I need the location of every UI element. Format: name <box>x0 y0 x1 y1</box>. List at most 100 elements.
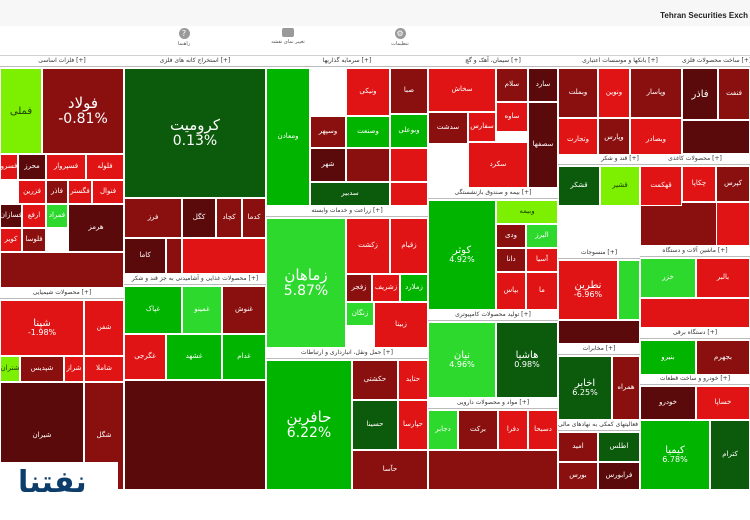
stock-tile[interactable]: دانا <box>496 248 526 272</box>
stock-tile[interactable]: سلام <box>496 68 528 102</box>
stock-tile[interactable]: حکشتی <box>352 360 398 400</box>
stock-tile[interactable]: چکاپا <box>682 166 716 202</box>
stock-tile[interactable]: فرابورس <box>598 462 640 490</box>
stock-tile[interactable]: فرز <box>124 198 182 238</box>
stock-tile[interactable]: وبوعلی <box>390 114 428 148</box>
stock-tile[interactable]: بورس <box>558 462 598 490</box>
stock-tile[interactable]: امید <box>558 432 598 462</box>
stock-tile[interactable]: شاملا <box>84 356 124 382</box>
settings-button[interactable]: ⚙ تنظیمات <box>370 28 430 47</box>
stock-tile[interactable]: سدبیر <box>310 182 390 206</box>
stock-tile[interactable]: ودی <box>496 224 526 248</box>
stock-tile[interactable]: قهکمت <box>640 166 682 206</box>
stock-tile[interactable]: کترام <box>710 420 750 490</box>
stock-tile[interactable]: حپارسا <box>398 400 428 450</box>
stock-tile[interactable]: نیان 4.96% <box>428 322 496 398</box>
stock-tile[interactable]: کپرس <box>716 166 750 202</box>
stock-tile[interactable]: خزر <box>640 258 696 298</box>
stock-tile[interactable]: قشکر <box>558 166 600 206</box>
stock-tile[interactable]: شپدیس <box>20 356 64 382</box>
stock-tile[interactable]: وپارس <box>598 118 630 158</box>
stock-tile[interactable]: نطرین -6.96% <box>558 260 618 320</box>
stock-tile[interactable]: کوثر 4.92% <box>428 200 496 310</box>
stock-tile[interactable]: شفن <box>84 300 124 356</box>
sector-header[interactable]: تولید محصولات کامپیوتری [+] <box>428 310 558 321</box>
stock-tile[interactable]: حآسا <box>352 450 428 490</box>
help-button[interactable]: ? راهنما <box>154 28 214 47</box>
stock-tile[interactable]: کچاد <box>216 198 242 238</box>
sector-header[interactable]: مواد و محصولات دارویی [+] <box>428 398 558 409</box>
stock-tile[interactable]: قشیر <box>600 166 640 206</box>
stock-tile[interactable]: زشریف <box>372 274 400 302</box>
stock-tile[interactable]: حتاید <box>398 360 428 400</box>
stock-tile[interactable]: شتران <box>0 356 20 382</box>
sector-header[interactable]: خودرو و ساخت قطعات [+] <box>640 374 750 385</box>
stock-tile[interactable]: ارفع <box>22 204 46 228</box>
stock-tile[interactable]: سصفها <box>528 102 558 188</box>
stock-tile[interactable]: شهر <box>310 148 346 182</box>
stock-tile[interactable]: زماهان 5.87% <box>266 218 346 348</box>
sector-header[interactable]: ماشین آلات و دستگاه [+] <box>640 246 750 257</box>
sector-header[interactable]: حمل ونقل، انبارداری و ارتباطات [+] <box>266 348 428 359</box>
sector-header[interactable]: سیمان، آهک و گچ [+] <box>428 56 558 67</box>
stock-tile[interactable]: فنوال <box>92 180 124 204</box>
stock-tile[interactable]: وپاسار <box>630 68 682 118</box>
stock-tile[interactable]: برکت <box>458 410 498 450</box>
stock-tile[interactable]: صبا <box>390 68 428 114</box>
sector-header[interactable]: قند و شکر [+] <box>558 154 682 165</box>
sector-header[interactable]: محصولات شیمیایی [+] <box>0 288 124 299</box>
stock-tile[interactable]: کاما <box>124 238 166 274</box>
stock-tile[interactable]: خساپا <box>696 386 750 420</box>
layout-button[interactable]: تغییر نمای نقشه <box>258 28 318 45</box>
sector-header[interactable]: زراعت و خدمات وابسته [+] <box>266 206 428 217</box>
stock-tile[interactable]: حافرین 6.22% <box>266 360 352 490</box>
stock-tile[interactable]: سخاش <box>428 68 496 112</box>
stock-tile[interactable]: کرومیت 0.13% <box>124 68 266 198</box>
stock-tile[interactable]: اخابر 6.25% <box>558 356 612 420</box>
stock-tile[interactable]: غنوش <box>222 286 266 334</box>
sector-header[interactable]: فعالیتهای کمکی به نهادهای مالی [+] <box>558 420 640 431</box>
stock-tile[interactable]: وسپهر <box>310 116 346 148</box>
stock-tile[interactable]: دسبحا <box>528 410 558 450</box>
sector-header[interactable]: استخراج کانه های فلزی [+] <box>124 56 266 67</box>
stock-tile[interactable]: دجابر <box>428 410 458 450</box>
sector-header[interactable]: فلزات اساسی [+] <box>0 56 124 67</box>
stock-tile[interactable]: کیمیا 6.78% <box>640 420 710 490</box>
stock-tile[interactable]: سفارس <box>468 112 496 142</box>
stock-tile[interactable]: شراز <box>64 356 84 382</box>
stock-tile[interactable]: کویر <box>0 228 22 252</box>
stock-tile[interactable]: کدما <box>242 198 266 238</box>
stock-tile[interactable]: ساوه <box>496 102 528 132</box>
sector-header[interactable]: محصولات کاغذی [+] <box>640 154 750 165</box>
stock-tile[interactable]: بنیرو <box>640 340 696 376</box>
sector-header[interactable]: محصولات غذایی و آشامیدنی به جز قند و شکر… <box>124 274 266 285</box>
stock-tile[interactable]: وبملت <box>558 68 598 118</box>
sector-header[interactable]: سرمایه گذاریها [+] <box>266 56 428 67</box>
sector-header[interactable]: منسوجات [+] <box>558 248 640 259</box>
stock-tile[interactable]: فلوله <box>86 154 124 180</box>
stock-tile[interactable]: فنفت <box>718 68 750 120</box>
stock-tile[interactable]: دفرا <box>498 410 528 450</box>
stock-tile[interactable]: سارد <box>528 68 558 102</box>
stock-tile[interactable]: ونوین <box>598 68 630 118</box>
sector-header[interactable]: مخابرات [+] <box>558 344 640 355</box>
stock-tile[interactable]: فسازان <box>0 204 22 228</box>
stock-tile[interactable]: بالبر <box>696 258 750 298</box>
stock-tile[interactable]: ومعادن <box>266 68 310 206</box>
stock-tile[interactable]: شپنا -1.98% <box>0 300 84 356</box>
stock-tile[interactable]: خودرو <box>640 386 696 420</box>
stock-tile[interactable]: آسیا <box>526 248 558 272</box>
stock-tile[interactable]: فاذر <box>46 180 68 204</box>
stock-tile[interactable]: غمینو <box>182 286 222 334</box>
stock-tile[interactable]: زقیام <box>390 218 428 274</box>
stock-tile[interactable]: فاذر <box>682 68 718 120</box>
stock-tile[interactable]: کگل <box>182 198 216 238</box>
stock-tile[interactable]: البرز <box>526 224 558 248</box>
stock-tile[interactable]: بجهرم <box>696 340 750 376</box>
stock-tile[interactable]: همراه <box>612 356 640 420</box>
sector-header[interactable]: بیمه و صندوق بازنشستگی [+] <box>428 188 558 199</box>
stock-tile[interactable]: سکرد <box>468 142 528 188</box>
sector-header[interactable]: دستگاه برقی [+] <box>640 328 750 339</box>
stock-tile[interactable]: فملی <box>0 68 42 154</box>
stock-tile[interactable]: سدشت <box>428 112 468 144</box>
